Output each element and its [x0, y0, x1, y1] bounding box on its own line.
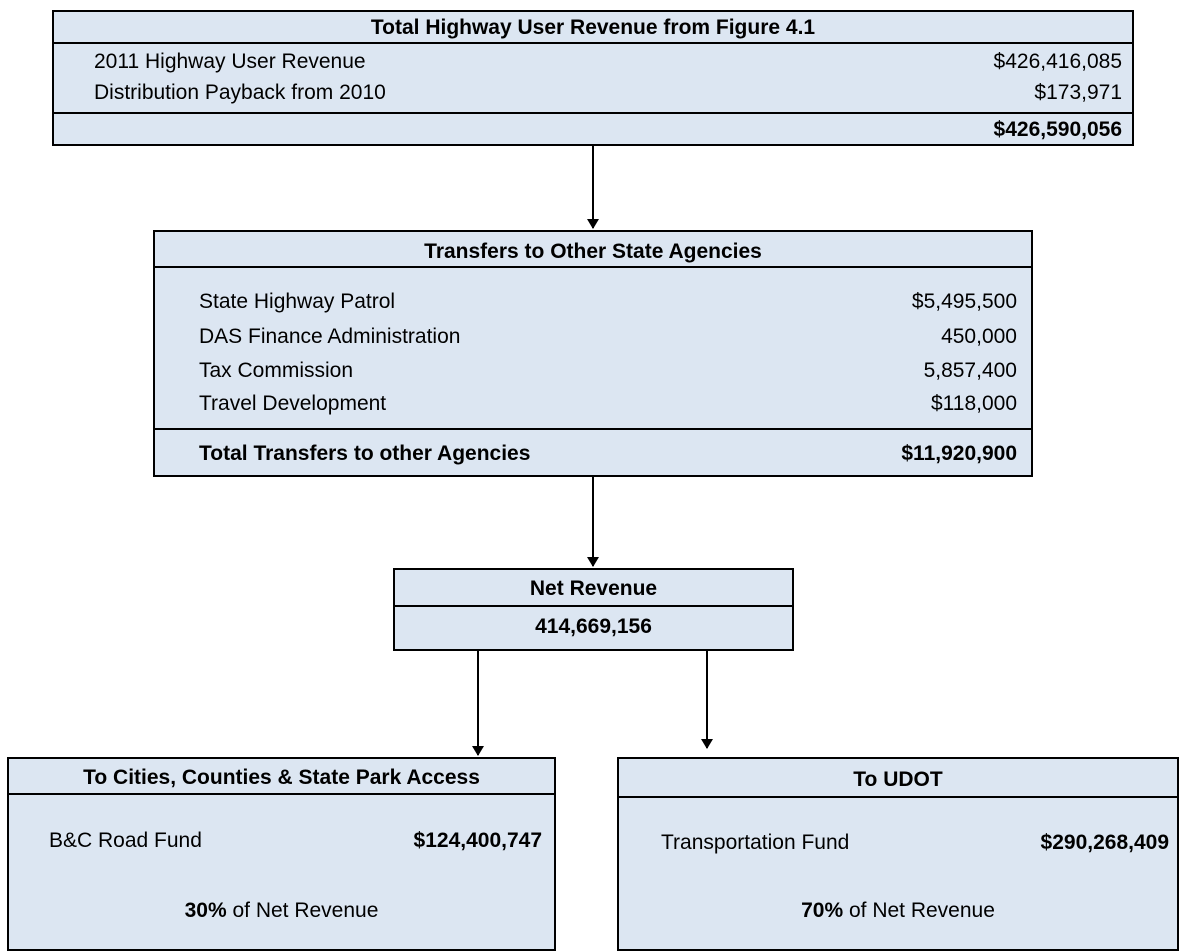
share-text: of Net Revenue [232, 899, 379, 922]
fund-amount: $124,400,747 [413, 829, 542, 852]
total-value: $11,920,900 [901, 442, 1017, 465]
box-title: To Cities, Counties & State Park Access [83, 766, 480, 789]
fund-label: B&C Road Fund [49, 829, 202, 852]
box-title: Transfers to Other State Agencies [424, 240, 762, 263]
row-value: $173,971 [1034, 81, 1122, 104]
fund-label: Transportation Fund [661, 831, 850, 854]
row-label: Distribution Payback from 2010 [94, 81, 386, 104]
net-value: 414,669,156 [535, 615, 652, 638]
box-title: To UDOT [853, 768, 943, 791]
box-title: Net Revenue [529, 577, 658, 600]
row-value: 5,857,400 [923, 359, 1017, 382]
share-line: 30% of Net Revenue [9, 899, 554, 923]
row-label: Tax Commission [199, 359, 354, 382]
net-box: Net Revenue 414,669,156 [393, 568, 794, 651]
row-value: $426,416,085 [993, 50, 1122, 73]
box-title: Total Highway User Revenue from Figure 4… [370, 16, 816, 39]
row-value: $5,495,500 [911, 290, 1017, 313]
row-label: DAS Finance Administration [199, 325, 461, 348]
share-text: of Net Revenue [848, 899, 995, 922]
transfers-box: Transfers to Other State Agencies State … [153, 230, 1033, 477]
fund-amount: $290,268,409 [1040, 831, 1169, 854]
row-value: 450,000 [941, 325, 1017, 348]
row-label: 2011 Highway User Revenue [94, 50, 366, 73]
row-label: State Highway Patrol [199, 290, 396, 313]
cities-box: To Cities, Counties & State Park Access … [7, 757, 556, 951]
udot-box: To UDOT Transportation Fund $290,268,409… [617, 757, 1179, 951]
share-line: 70% of Net Revenue [619, 899, 1177, 923]
total-value: $426,590,056 [993, 118, 1122, 141]
row-label: Travel Development [199, 392, 387, 415]
row-value: $118,000 [930, 392, 1017, 415]
total-label: Total Transfers to other Agencies [199, 442, 531, 465]
revenue-box: Total Highway User Revenue from Figure 4… [52, 10, 1134, 146]
share: 70% [801, 899, 844, 922]
share: 30% [184, 899, 227, 922]
